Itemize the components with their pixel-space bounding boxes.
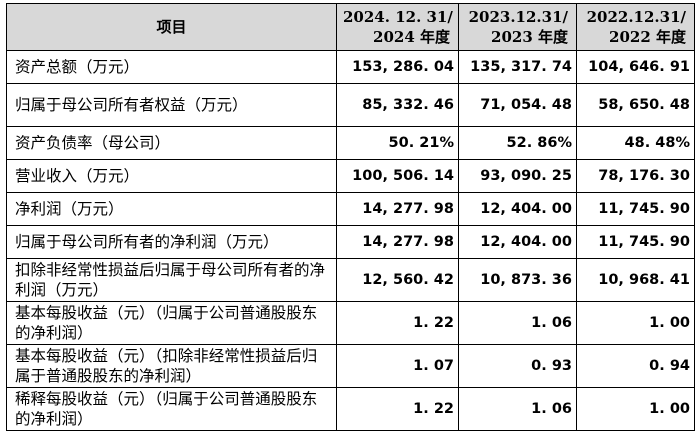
value-2022: 1. 00 — [576, 387, 695, 431]
table-row: 资产负债率（母公司） 50. 21% 52. 86% 48. 48% — [6, 126, 695, 160]
value-2024: 14, 277. 98 — [336, 192, 459, 226]
table-row: 归属于母公司所有者的净利润（万元） 14, 277. 98 12, 404. 0… — [6, 225, 695, 259]
value-2023: 12, 404. 00 — [458, 225, 577, 259]
header-2023-line2: 2023 年度 — [491, 28, 568, 46]
value-2023: 1. 06 — [458, 387, 577, 431]
header-2024: 2024. 12. 31/ 2024 年度 — [336, 3, 459, 51]
value-2022: 11, 745. 90 — [576, 225, 695, 259]
value-2022: 10, 968. 41 — [576, 258, 695, 302]
table-header-row: 项目 2024. 12. 31/ 2024 年度 2023.12.31/ 202… — [6, 3, 695, 51]
row-label: 净利润（万元） — [6, 192, 337, 226]
header-2023: 2023.12.31/ 2023 年度 — [458, 3, 577, 51]
header-2022-line1: 2022.12.31/ — [586, 8, 686, 26]
row-label: 营业收入（万元） — [6, 159, 337, 193]
value-2023: 0. 93 — [458, 344, 577, 388]
table-row: 扣除非经常性损益后归属于母公司所有者的净利润（万元） 12, 560. 42 1… — [6, 258, 695, 302]
value-2024: 14, 277. 98 — [336, 225, 459, 259]
table-row: 稀释每股收益（元）（归属于公司普通股股东的净利润） 1. 22 1. 06 1.… — [6, 387, 695, 431]
value-2023: 10, 873. 36 — [458, 258, 577, 302]
value-2022: 11, 745. 90 — [576, 192, 695, 226]
value-2024: 100, 506. 14 — [336, 159, 459, 193]
header-2024-line1: 2024. 12. 31/ — [343, 8, 453, 26]
row-label: 归属于母公司所有者的净利润（万元） — [6, 225, 337, 259]
header-2022: 2022.12.31/ 2022 年度 — [576, 3, 695, 51]
value-2024: 85, 332. 46 — [336, 83, 459, 127]
value-2023: 52. 86% — [458, 126, 577, 160]
row-label: 稀释每股收益（元）（归属于公司普通股股东的净利润） — [6, 387, 337, 431]
row-label: 扣除非经常性损益后归属于母公司所有者的净利润（万元） — [6, 258, 337, 302]
row-label: 基本每股收益（元）（扣除非经常性损益后归属于普通股股东的净利润） — [6, 344, 337, 388]
table-row: 净利润（万元） 14, 277. 98 12, 404. 00 11, 745.… — [6, 192, 695, 226]
header-2022-line2: 2022 年度 — [609, 28, 686, 46]
header-2024-line2: 2024 年度 — [373, 28, 450, 46]
value-2024: 1. 22 — [336, 301, 459, 345]
value-2024: 153, 286. 04 — [336, 50, 459, 84]
header-2023-line1: 2023.12.31/ — [468, 8, 568, 26]
value-2024: 12, 560. 42 — [336, 258, 459, 302]
table-row: 营业收入（万元） 100, 506. 14 93, 090. 25 78, 17… — [6, 159, 695, 193]
value-2023: 1. 06 — [458, 301, 577, 345]
value-2022: 78, 176. 30 — [576, 159, 695, 193]
value-2022: 104, 646. 91 — [576, 50, 695, 84]
header-item: 项目 — [6, 3, 337, 51]
value-2022: 1. 00 — [576, 301, 695, 345]
value-2024: 1. 07 — [336, 344, 459, 388]
value-2024: 50. 21% — [336, 126, 459, 160]
row-label: 资产负债率（母公司） — [6, 126, 337, 160]
table-row: 基本每股收益（元）（扣除非经常性损益后归属于普通股股东的净利润） 1. 07 0… — [6, 344, 695, 388]
value-2022: 48. 48% — [576, 126, 695, 160]
row-label: 归属于母公司所有者权益（万元） — [6, 83, 337, 127]
row-label: 基本每股收益（元）（归属于公司普通股股东的净利润） — [6, 301, 337, 345]
row-label: 资产总额（万元） — [6, 50, 337, 84]
value-2023: 135, 317. 74 — [458, 50, 577, 84]
table-row: 资产总额（万元） 153, 286. 04 135, 317. 74 104, … — [6, 50, 695, 84]
table-row: 基本每股收益（元）（归属于公司普通股股东的净利润） 1. 22 1. 06 1.… — [6, 301, 695, 345]
value-2023: 93, 090. 25 — [458, 159, 577, 193]
value-2023: 12, 404. 00 — [458, 192, 577, 226]
value-2022: 0. 94 — [576, 344, 695, 388]
financial-summary-table: 项目 2024. 12. 31/ 2024 年度 2023.12.31/ 202… — [6, 3, 695, 431]
value-2024: 1. 22 — [336, 387, 459, 431]
value-2022: 58, 650. 48 — [576, 83, 695, 127]
value-2023: 71, 054. 48 — [458, 83, 577, 127]
table-row: 归属于母公司所有者权益（万元） 85, 332. 46 71, 054. 48 … — [6, 83, 695, 127]
